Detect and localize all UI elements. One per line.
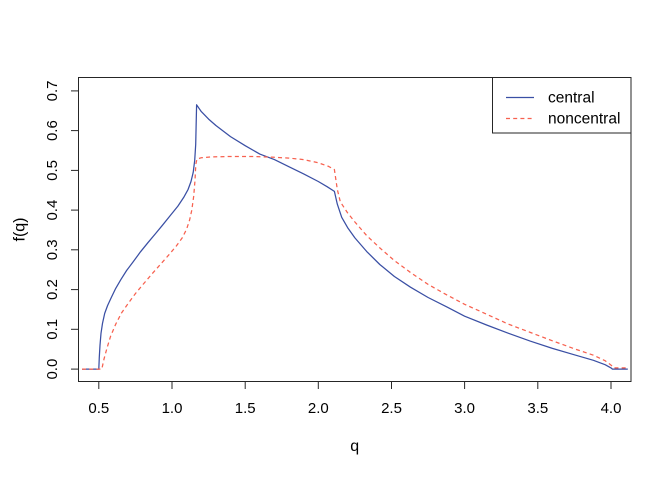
y-axis-label: f(q) [12, 218, 29, 242]
x-tick-label: 1.5 [235, 400, 256, 417]
x-axis: 0.5 1.0 1.5 2.0 2.5 3.0 3.5 4.0 [88, 381, 622, 417]
series-central-line [82, 104, 628, 370]
x-tick-label: 4.0 [601, 400, 622, 417]
series-noncentral-line [82, 155, 628, 370]
legend-label-central: central [548, 90, 595, 107]
x-tick-label: 1.0 [162, 400, 183, 417]
x-tick-label: 2.0 [308, 400, 329, 417]
y-tick-label: 0.6 [44, 120, 61, 141]
legend-box [492, 77, 632, 134]
x-axis-label: q [350, 438, 359, 455]
x-tick-label: 3.5 [527, 400, 548, 417]
plot-border [78, 77, 632, 382]
y-tick-label: 0.3 [44, 239, 61, 260]
y-tick-label: 0.4 [44, 200, 61, 221]
y-tick-label: 0.1 [44, 319, 61, 340]
x-tick-label: 0.5 [88, 400, 109, 417]
legend-label-noncentral: noncentral [548, 111, 620, 128]
legend: central noncentral [492, 77, 632, 134]
plot-series [82, 104, 628, 370]
y-tick-label: 0.2 [44, 279, 61, 300]
y-tick-label: 0.0 [44, 359, 61, 380]
y-tick-label: 0.5 [44, 160, 61, 181]
x-tick-label: 3.0 [454, 400, 475, 417]
y-axis: 0.0 0.1 0.2 0.3 0.4 0.5 0.6 0.7 [44, 80, 79, 380]
y-tick-label: 0.7 [44, 80, 61, 101]
x-tick-label: 2.5 [381, 400, 402, 417]
